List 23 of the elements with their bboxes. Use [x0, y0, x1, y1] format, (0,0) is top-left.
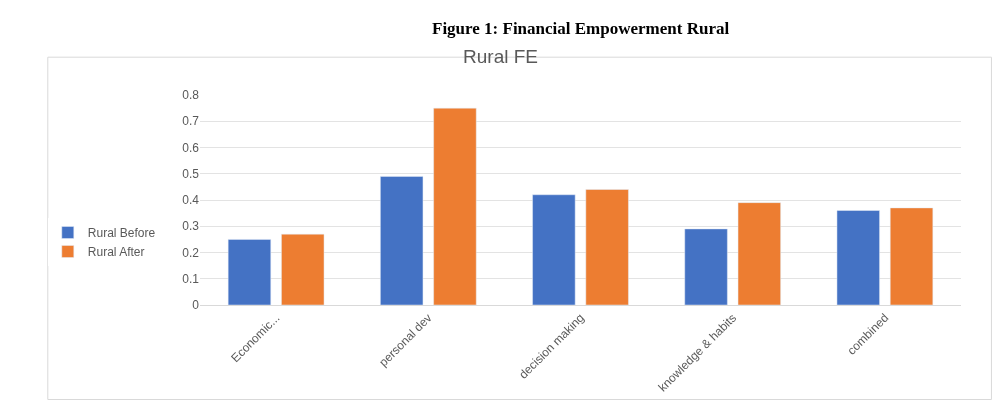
y-tick-label: 0.2 [182, 245, 200, 260]
bar [836, 210, 880, 305]
bar [433, 107, 477, 305]
caption: Figure 1: Financial Empowerment Rural [432, 19, 730, 38]
y-tick-label: 0.7 [182, 114, 200, 129]
bar [281, 233, 325, 305]
chart-title: Rural FE [463, 46, 538, 68]
y-tick-label: 0.3 [182, 219, 200, 234]
bar [380, 176, 424, 305]
bar [684, 228, 728, 305]
legend-label: Rural After [87, 245, 145, 260]
bar [889, 207, 934, 305]
y-tick-label: 0.5 [182, 166, 200, 181]
y-tick-label: 0 [192, 298, 200, 313]
y-tick-label: 0.6 [182, 140, 200, 155]
bar [585, 189, 629, 305]
bar [737, 202, 781, 305]
bar [532, 194, 576, 305]
legend-label: Rural Before [87, 226, 156, 241]
y-tick-label: 0.1 [182, 271, 200, 286]
bar [227, 239, 272, 305]
y-tick-label: 0.4 [182, 193, 200, 208]
y-tick-label: 0.8 [182, 88, 200, 103]
